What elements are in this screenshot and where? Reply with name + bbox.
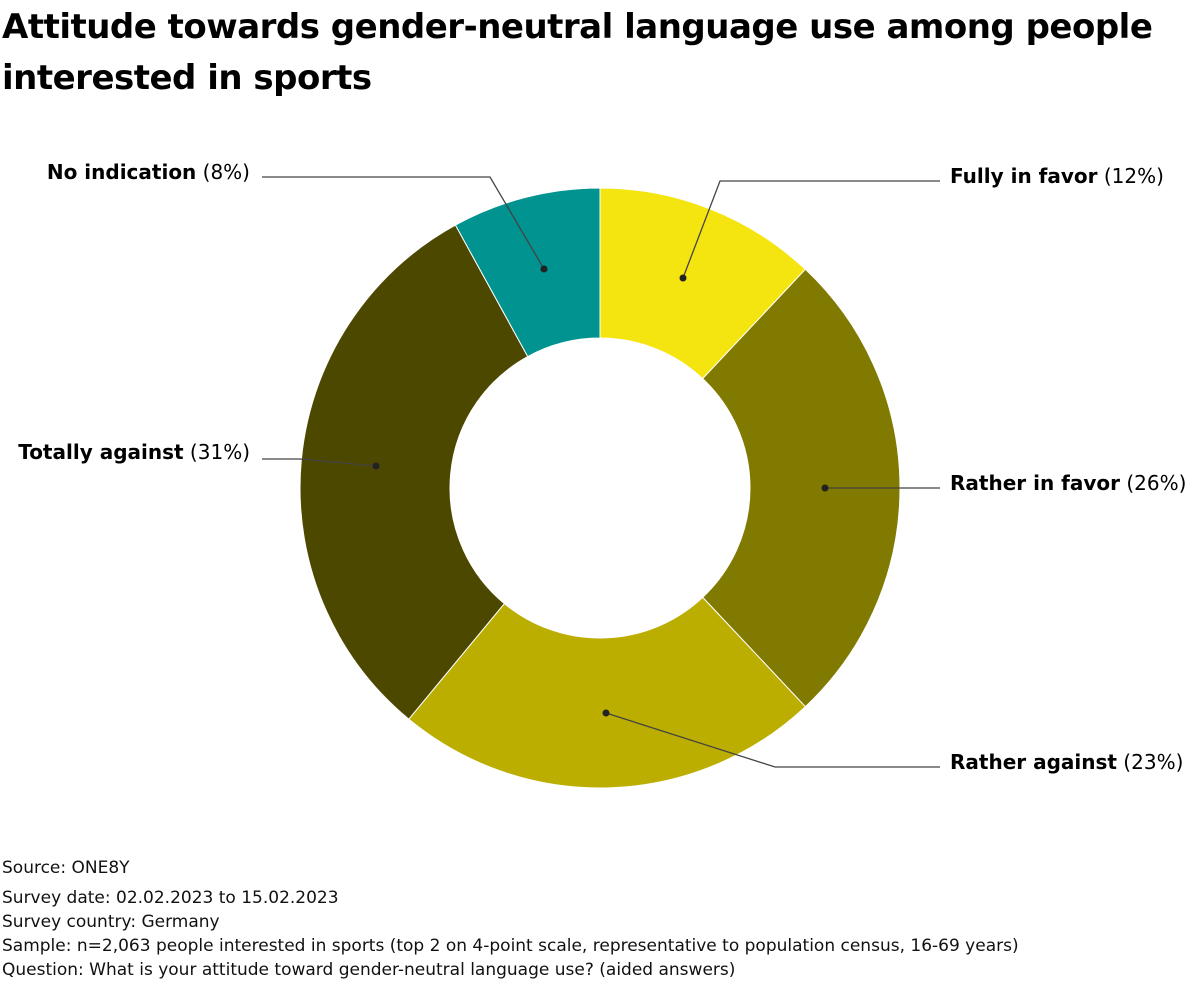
survey-date-note: Survey date: 02.02.2023 to 15.02.2023: [2, 888, 339, 908]
category-label: Totally against: [18, 440, 184, 464]
chart-title: Attitude towards gender-neutral language…: [2, 7, 1153, 98]
leader-line-no-indication: [262, 176, 545, 270]
value-label: (8%): [196, 160, 250, 184]
category-label: Rather against: [950, 750, 1117, 774]
leader-dot-rather-against: [602, 709, 610, 717]
value-label: (12%): [1097, 164, 1164, 188]
donut-slice-rather-in-favor: [701, 268, 901, 708]
value-label: (26%): [1119, 471, 1187, 495]
category-label: No indication: [46, 160, 197, 184]
data-label-totally-against: Totally against (31%): [18, 440, 250, 464]
data-label-fully-in-favor: Fully in favor (12%): [950, 164, 1164, 188]
data-label-rather-in-favor: Rather in favor (26%): [950, 471, 1186, 495]
leader-dot-totally-against: [372, 462, 380, 470]
source-note: Source: ONE8Y: [2, 858, 130, 878]
category-label: Fully in favor: [950, 164, 1098, 188]
donut-slice-no-indication: [454, 187, 601, 358]
value-label: (23%): [1116, 750, 1184, 774]
chart-footer: Source: ONE8Y Survey date: 02.02.2023 to…: [2, 856, 1019, 982]
question-note: Question: What is your attitude toward g…: [2, 960, 736, 980]
value-label: (31%): [183, 440, 250, 464]
leader-dot-rather-in-favor: [821, 484, 829, 492]
category-label: Rather in favor: [950, 471, 1120, 495]
donut-slice-rather-against: [408, 596, 807, 789]
leader-line-totally-against: [262, 458, 377, 467]
data-label-rather-against: Rather against (23%): [950, 750, 1183, 774]
leader-dot-fully-in-favor: [679, 274, 687, 282]
leader-line-fully-in-favor: [682, 180, 940, 279]
leader-line-rather-against: [605, 712, 940, 768]
data-label-no-indication: No indication (8%): [47, 160, 250, 184]
donut-slice-totally-against: [299, 224, 529, 720]
sample-note: Sample: n=2,063 people interested in spo…: [2, 936, 1019, 956]
survey-country-note: Survey country: Germany: [2, 912, 220, 932]
leader-dot-no-indication: [540, 265, 548, 273]
